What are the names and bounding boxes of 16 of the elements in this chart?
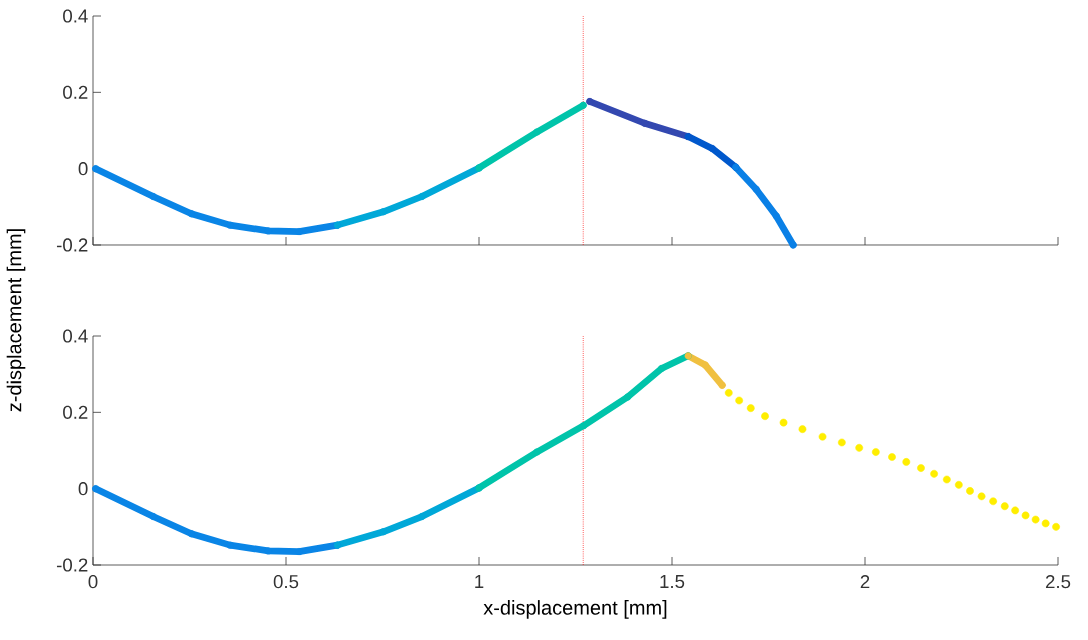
y-axis-title: z-displacement [mm] [6, 229, 26, 412]
y-tick-label: 0.2 [63, 405, 88, 419]
x-tick-label: 0 [88, 575, 98, 589]
y-tick-label: -0.2 [56, 238, 88, 252]
x-axis-title: x-displacement [mm] [483, 600, 667, 619]
y-tick-label: 0 [78, 162, 88, 176]
x-tick-label: 2.5 [1045, 575, 1071, 589]
y-tick-label: 0 [78, 482, 88, 496]
x-tick-label: 0.5 [273, 575, 299, 589]
x-tick-label: 2 [860, 575, 870, 589]
x-tick-label: 1.5 [660, 575, 685, 589]
y-tick-label: 0.2 [63, 85, 88, 99]
x-tick-label: 1 [475, 575, 484, 588]
y-tick-label: -0.2 [56, 558, 88, 572]
y-tick-label: 0.4 [63, 329, 88, 343]
y-tick-label: 0.4 [63, 9, 88, 23]
